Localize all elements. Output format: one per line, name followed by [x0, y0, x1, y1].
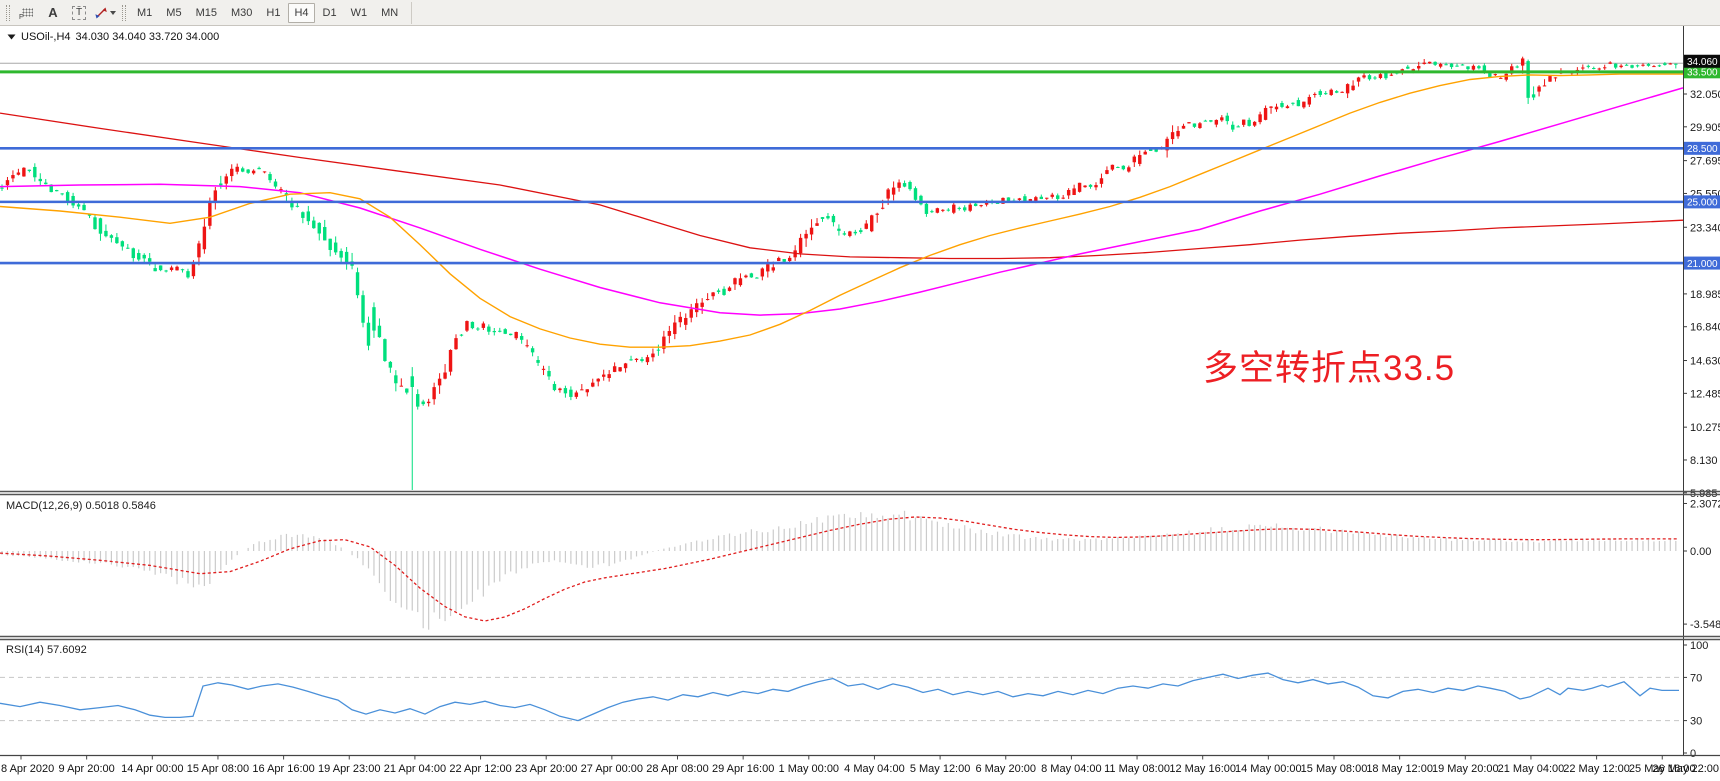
- price-tick-label: 8.130: [1690, 455, 1718, 467]
- time-label: 6 May 20:00: [975, 763, 1036, 775]
- rsi-tick-label: 100: [1690, 640, 1708, 652]
- time-label: 27 Apr 00:00: [581, 763, 643, 775]
- timeframe-w1[interactable]: W1: [345, 3, 374, 23]
- timeframe-h1[interactable]: H1: [260, 3, 286, 23]
- macd-title: MACD(12,26,9): [6, 500, 83, 512]
- price-tick-label: 23.340: [1690, 222, 1720, 234]
- time-label: 19 Apr 23:00: [318, 763, 380, 775]
- price-tick-label: 27.695: [1690, 156, 1720, 168]
- candlesticks: [0, 56, 1678, 490]
- rsi-tick-label: 0: [1690, 748, 1696, 760]
- time-label: 22 May 12:00: [1563, 763, 1630, 775]
- ma-red: [0, 112, 1684, 260]
- time-scale[interactable]: [0, 756, 1720, 781]
- time-label: 26 May 22:00: [1652, 763, 1719, 775]
- price-tick-label: 14.630: [1690, 356, 1720, 368]
- symbol-ohlc-values: 34.030 34.040 33.720 34.000: [75, 31, 220, 43]
- price-tick-label: 32.050: [1690, 89, 1720, 101]
- symbol-dropdown-triangle-icon[interactable]: [7, 33, 16, 41]
- rsi-title: RSI(14): [6, 644, 44, 656]
- time-label: 21 Apr 04:00: [384, 763, 446, 775]
- time-label: 19 May 20:00: [1432, 763, 1499, 775]
- level-badge-25.000: [1684, 195, 1720, 209]
- time-label: 14 Apr 00:00: [121, 763, 183, 775]
- price-tick-label: 29.905: [1690, 122, 1720, 134]
- time-label: 22 Apr 12:00: [449, 763, 511, 775]
- text-label-icon[interactable]: A: [48, 5, 58, 20]
- time-label: 14 May 00:00: [1235, 763, 1302, 775]
- timeframe-m1[interactable]: M1: [131, 3, 158, 23]
- macd-tick-label: 2.3072: [1690, 498, 1720, 510]
- time-label: 9 Apr 20:00: [59, 763, 115, 775]
- time-label: 5 May 12:00: [910, 763, 971, 775]
- chart-symbol-title: USOil-,H4 34.030 34.040 33.720 34.000: [7, 31, 219, 43]
- time-label: 15 May 08:00: [1301, 763, 1368, 775]
- level-badge-28.500: [1684, 141, 1720, 155]
- time-label: 8 May 04:00: [1041, 763, 1102, 775]
- time-label: 15 Apr 08:00: [187, 763, 249, 775]
- svg-text:21.000: 21.000: [1687, 259, 1718, 270]
- svg-text:33.500: 33.500: [1687, 68, 1718, 79]
- timeframe-group: M1 M5 M15 M30 H1 H4 D1 W1 MN: [130, 0, 405, 26]
- time-label: 23 Apr 20:00: [515, 763, 577, 775]
- level-badge-33.500: [1684, 65, 1720, 79]
- rsi-line: [0, 672, 1679, 722]
- rsi-value: 57.6092: [46, 644, 87, 656]
- arrow-tools-caret-icon[interactable]: [110, 10, 116, 15]
- dotted-grid-f-icon[interactable]: F: [15, 3, 39, 23]
- price-tick-label: 10.275: [1690, 422, 1720, 434]
- time-label: 16 Apr 16:00: [252, 763, 314, 775]
- level-badge-21.000: [1684, 256, 1720, 270]
- macd-tick-label: 0.00: [1690, 546, 1711, 558]
- arrow-tools-icon: [95, 7, 107, 18]
- macd-histogram: [1, 510, 1677, 630]
- toolbar-drag-handle[interactable]: [6, 4, 10, 21]
- price-tick-label: 16.840: [1690, 322, 1720, 334]
- symbol-name: USOil-,H4: [21, 31, 71, 43]
- macd-values: 0.5018 0.5846: [85, 500, 156, 512]
- current-price-badge: [1684, 54, 1720, 68]
- timeframe-m15[interactable]: M15: [190, 3, 223, 23]
- time-label: 11 May 08:00: [1104, 763, 1170, 775]
- macd-signal-line: [0, 516, 1679, 622]
- svg-text:25.000: 25.000: [1687, 198, 1718, 209]
- rsi-tick-label: 70: [1690, 672, 1702, 684]
- svg-text:34.060: 34.060: [1687, 57, 1718, 68]
- ma-magenta: [0, 87, 1684, 316]
- chart-text-annotation[interactable]: 多空转折点33.5: [1203, 349, 1456, 388]
- arrow-tools-icon[interactable]: [93, 3, 117, 23]
- timeframe-m30[interactable]: M30: [225, 3, 258, 23]
- timeframe-drag-handle[interactable]: [122, 4, 126, 21]
- rsi-tick-label: 30: [1690, 716, 1702, 728]
- time-label: 28 Apr 08:00: [646, 763, 708, 775]
- time-label: 1 May 00:00: [779, 763, 840, 775]
- timeframe-mn[interactable]: MN: [375, 3, 404, 23]
- price-tick-label: 18.985: [1690, 289, 1720, 301]
- time-label: 25 May 16:00: [1629, 763, 1696, 775]
- rsi-indicator-label: RSI(14) 57.6092: [6, 644, 87, 656]
- macd-tick-label: -3.5484: [1690, 619, 1720, 631]
- time-label: 21 May 04:00: [1498, 763, 1565, 775]
- timeframe-m5[interactable]: M5: [160, 3, 187, 23]
- time-label: 12 May 16:00: [1169, 763, 1236, 775]
- time-label: 4 May 04:00: [844, 763, 905, 775]
- ma-orange: [0, 73, 1683, 348]
- macd-indicator-label: MACD(12,26,9) 0.5018 0.5846: [6, 500, 156, 512]
- svg-text:28.500: 28.500: [1687, 144, 1718, 155]
- text-box-icon[interactable]: T: [67, 3, 91, 23]
- price-tick-label: 12.485: [1690, 388, 1720, 400]
- time-label: 29 Apr 16:00: [712, 763, 774, 775]
- toolbar-separator: [411, 1, 413, 24]
- timeframe-d1[interactable]: D1: [317, 3, 343, 23]
- time-label: 8 Apr 2020: [1, 763, 54, 775]
- time-label: 18 May 12:00: [1366, 763, 1433, 775]
- chart-background: [0, 26, 1720, 781]
- price-scale[interactable]: [1683, 26, 1720, 755]
- timeframe-h4[interactable]: H4: [288, 2, 315, 23]
